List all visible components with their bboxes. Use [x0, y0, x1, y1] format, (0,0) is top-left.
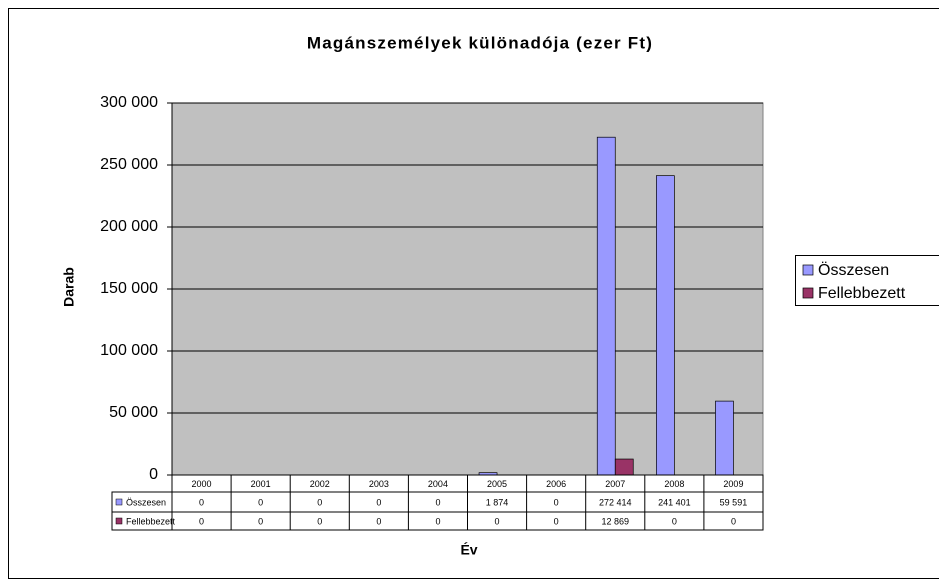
data-label: 0 [731, 516, 736, 526]
x-tick-label: 2001 [251, 479, 271, 489]
y-axis-label-group: Darab [61, 267, 77, 307]
table-row-label: Összesen [126, 497, 166, 507]
data-label: 0 [317, 516, 322, 526]
y-tick-label: 200 000 [100, 218, 158, 235]
legend-label: Fellebbezett [818, 285, 906, 302]
legend-box [795, 255, 939, 306]
data-label: 12 869 [601, 516, 629, 526]
data-label: 241 401 [658, 497, 691, 507]
data-label: 0 [554, 516, 559, 526]
data-label: 0 [554, 497, 559, 507]
data-label: 0 [199, 497, 204, 507]
x-tick-label: 2009 [723, 479, 743, 489]
data-label: 0 [258, 516, 263, 526]
data-label: 0 [435, 497, 440, 507]
y-tick-label: 300 000 [100, 94, 158, 111]
x-axis-label: Év [460, 542, 477, 558]
data-label: 0 [258, 497, 263, 507]
bar [614, 458, 634, 476]
data-label: 0 [199, 516, 204, 526]
y-axis-label: Darab [61, 267, 77, 307]
data-label: 0 [672, 516, 677, 526]
x-tick-label: 2007 [605, 479, 625, 489]
bar [655, 175, 675, 476]
data-label: 1 874 [486, 497, 509, 507]
y-tick-label: 50 000 [109, 404, 158, 421]
data-label: 0 [376, 497, 381, 507]
table-legend-key [115, 517, 123, 525]
legend-label: Összesen [818, 261, 889, 279]
data-label: 0 [435, 516, 440, 526]
data-label: 59 591 [720, 497, 748, 507]
x-tick-label: 2004 [428, 479, 448, 489]
y-tick-label: 100 000 [100, 342, 158, 359]
data-label: 0 [495, 516, 500, 526]
x-tick-label: 2000 [192, 479, 212, 489]
x-tick-label: 2005 [487, 479, 507, 489]
table-row-label: Fellebbezett [126, 516, 176, 526]
data-label: 0 [317, 497, 322, 507]
bar [596, 136, 616, 476]
data-label: 272 414 [599, 497, 632, 507]
x-tick-label: 2002 [310, 479, 330, 489]
x-tick-label: 2006 [546, 479, 566, 489]
legend-key [802, 264, 814, 276]
x-tick-label: 2003 [369, 479, 389, 489]
table-legend-key [115, 498, 123, 506]
y-tick-label: 150 000 [100, 280, 158, 297]
bar [715, 400, 734, 476]
x-tick-label: 2008 [664, 479, 684, 489]
y-tick-label: 0 [149, 466, 158, 483]
data-label: 0 [376, 516, 381, 526]
legend-key [802, 287, 814, 299]
y-tick-label: 250 000 [100, 156, 158, 173]
chart-title: Magánszemélyek különadója (ezer Ft) [307, 33, 653, 52]
